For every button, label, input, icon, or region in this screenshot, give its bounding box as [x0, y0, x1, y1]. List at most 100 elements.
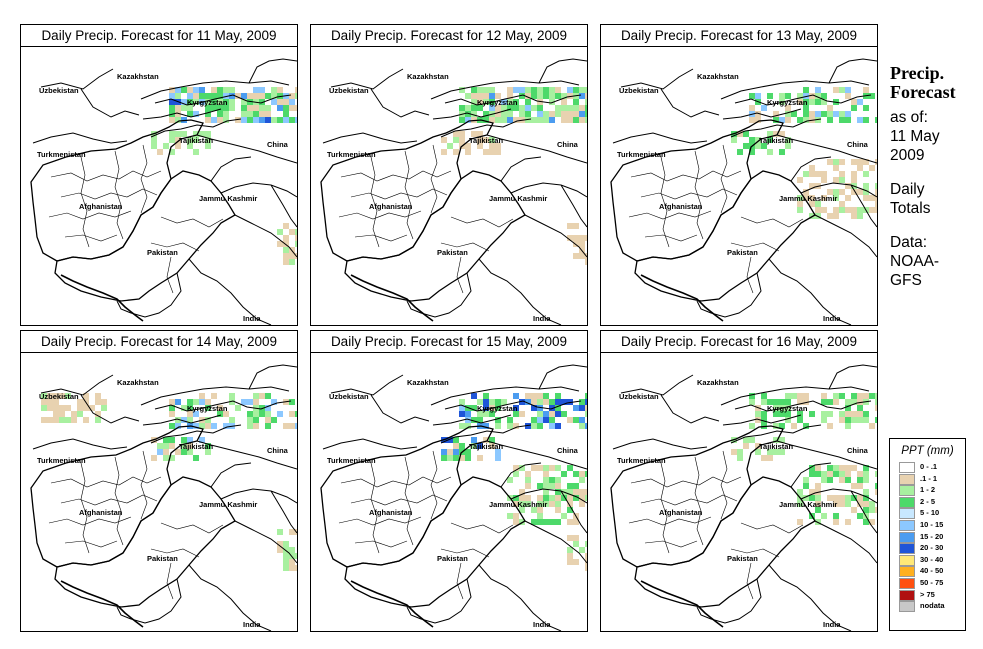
precip-cell	[567, 465, 573, 471]
precip-cell	[205, 93, 211, 99]
precip-cell	[543, 117, 549, 123]
label-uzbekistan: Uzbekistan	[39, 86, 79, 95]
precip-cell	[549, 93, 555, 99]
precip-cell	[749, 399, 755, 405]
province-borders	[48, 450, 224, 600]
precip-cell	[555, 483, 561, 489]
precip-cell	[59, 411, 65, 417]
legend-label: nodata	[920, 601, 945, 611]
panel-title: Daily Precip. Forecast for 15 May, 2009	[310, 330, 588, 353]
precip-cell	[441, 137, 447, 143]
precip-cell	[223, 93, 229, 99]
precip-cell	[875, 471, 877, 477]
precip-cell	[803, 111, 809, 117]
label-uzbekistan: Uzbekistan	[329, 392, 369, 401]
precip-cell	[567, 417, 573, 423]
label-turkmenistan: Turkmenistan	[37, 150, 86, 159]
precip-cell	[851, 393, 857, 399]
precip-cell	[283, 99, 289, 105]
precip-cell	[59, 405, 65, 411]
label-pakistan: Pakistan	[147, 554, 178, 563]
precip-cell	[283, 117, 289, 123]
precip-cell	[489, 105, 495, 111]
precip-cell	[803, 423, 809, 429]
precip-cell	[543, 519, 549, 525]
precip-cell	[845, 117, 851, 123]
legend-swatch	[899, 601, 915, 613]
label-kazakhstan: Kazakhstan	[697, 72, 739, 81]
precip-cell	[211, 423, 217, 429]
precip-cell	[65, 417, 71, 423]
precip-cell	[863, 411, 869, 417]
legend-swatch	[899, 508, 915, 520]
precip-cell	[193, 455, 199, 461]
precip-cell	[265, 111, 271, 117]
precip-cell	[175, 417, 181, 423]
forecast-panel-2: Daily Precip. Forecast for 12 May, 2009	[310, 24, 588, 326]
precip-cell	[53, 393, 59, 399]
precip-cell	[295, 241, 297, 247]
province-borders	[338, 450, 514, 600]
label-pakistan: Pakistan	[437, 248, 468, 257]
precip-cell	[247, 399, 253, 405]
precip-cell	[567, 111, 573, 117]
province-borders	[628, 144, 804, 294]
precip-cell	[573, 87, 579, 93]
precip-cell	[561, 411, 567, 417]
precip-cell	[513, 501, 519, 507]
precip-cell	[537, 411, 543, 417]
precip-cell	[471, 111, 477, 117]
precip-cell	[863, 465, 869, 471]
precip-cell	[495, 405, 501, 411]
precip-cell	[71, 411, 77, 417]
precip-cell	[41, 417, 47, 423]
precip-cell	[821, 93, 827, 99]
precip-cell	[477, 417, 483, 423]
precip-cell	[869, 507, 875, 513]
precip-cell	[549, 99, 555, 105]
label-kyrgyzstan: Kyrgyzstan	[187, 98, 228, 107]
precip-cell	[229, 99, 235, 105]
precip-cell	[543, 393, 549, 399]
precip-cell	[495, 455, 501, 461]
precip-cell	[737, 455, 743, 461]
precip-cell	[477, 443, 483, 449]
precip-cell	[513, 87, 519, 93]
label-china: China	[267, 140, 289, 149]
precip-cell	[181, 105, 187, 111]
precip-cell	[845, 411, 851, 417]
label-tajikistan: Tajikistan	[469, 136, 503, 145]
precip-cell	[567, 547, 573, 553]
precip-cell	[827, 411, 833, 417]
precip-cell	[59, 393, 65, 399]
precip-cell	[157, 449, 163, 455]
precip-cell	[205, 131, 211, 137]
precip-cell	[779, 149, 785, 155]
precip-cell	[447, 437, 453, 443]
precip-cell	[205, 117, 211, 123]
precip-cell	[869, 93, 875, 99]
precip-cell	[797, 117, 803, 123]
precip-cell	[803, 495, 809, 501]
precip-cell	[525, 111, 531, 117]
precip-cell	[277, 99, 283, 105]
precip-cell	[289, 105, 295, 111]
precip-cell	[585, 117, 587, 123]
precip-cell	[821, 417, 827, 423]
precip-cell	[815, 201, 821, 207]
precip-cell	[755, 137, 761, 143]
label-kyrgyzstan: Kyrgyzstan	[767, 404, 808, 413]
precip-cell	[483, 399, 489, 405]
precip-cell	[839, 171, 845, 177]
precip-cell	[229, 93, 235, 99]
precip-cell	[857, 483, 863, 489]
precip-cell	[525, 87, 531, 93]
precip-cell	[477, 87, 483, 93]
precip-cell	[555, 489, 561, 495]
precip-cell	[803, 105, 809, 111]
precip-cell	[875, 195, 877, 201]
legend-entry: 5 - 10	[899, 507, 965, 520]
precip-cell	[441, 449, 447, 455]
precip-cells	[41, 393, 297, 571]
precip-cell	[845, 477, 851, 483]
